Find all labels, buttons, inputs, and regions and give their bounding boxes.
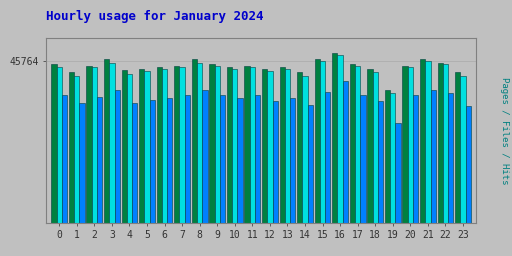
Bar	[74, 76, 79, 223]
Bar	[185, 95, 190, 223]
Bar	[180, 68, 185, 223]
Bar	[144, 71, 150, 223]
Bar	[355, 66, 360, 223]
Bar	[220, 95, 225, 223]
Bar	[378, 101, 383, 223]
Bar	[255, 95, 260, 223]
Bar	[308, 105, 313, 223]
Bar	[465, 106, 471, 223]
Bar	[280, 68, 285, 223]
Bar	[87, 66, 92, 223]
Bar	[238, 98, 243, 223]
Bar	[51, 64, 57, 223]
Bar	[104, 59, 109, 223]
Bar	[109, 62, 115, 223]
Bar	[62, 95, 67, 223]
Bar	[115, 90, 120, 223]
Bar	[443, 64, 448, 223]
Bar	[227, 68, 232, 223]
Bar	[92, 68, 97, 223]
Bar	[360, 95, 366, 223]
Bar	[297, 72, 303, 223]
Bar	[174, 66, 180, 223]
Bar	[385, 90, 390, 223]
Bar	[455, 72, 460, 223]
Bar	[139, 69, 144, 223]
Bar	[209, 64, 215, 223]
Bar	[157, 68, 162, 223]
Bar	[79, 103, 84, 223]
Bar	[162, 69, 167, 223]
Bar	[460, 76, 465, 223]
Bar	[367, 69, 373, 223]
Bar	[431, 90, 436, 223]
Bar	[373, 72, 378, 223]
Bar	[420, 59, 425, 223]
Bar	[337, 55, 343, 223]
Bar	[285, 69, 290, 223]
Bar	[202, 90, 207, 223]
Bar	[57, 68, 62, 223]
Bar	[121, 70, 127, 223]
Bar	[267, 71, 272, 223]
Bar	[350, 64, 355, 223]
Bar	[290, 98, 295, 223]
Text: Pages / Files / Hits: Pages / Files / Hits	[500, 77, 509, 184]
Bar	[167, 98, 173, 223]
Bar	[262, 69, 267, 223]
Bar	[250, 68, 255, 223]
Bar	[232, 69, 238, 223]
Bar	[97, 97, 102, 223]
Bar	[150, 100, 155, 223]
Bar	[413, 95, 418, 223]
Bar	[127, 74, 132, 223]
Bar	[272, 101, 278, 223]
Bar	[408, 68, 413, 223]
Bar	[132, 103, 137, 223]
Bar	[197, 62, 202, 223]
Bar	[438, 62, 443, 223]
Bar	[215, 66, 220, 223]
Bar	[303, 76, 308, 223]
Bar	[69, 72, 74, 223]
Bar	[402, 66, 408, 223]
Bar	[315, 59, 320, 223]
Bar	[390, 93, 395, 223]
Bar	[425, 61, 431, 223]
Bar	[448, 93, 453, 223]
Bar	[395, 123, 401, 223]
Bar	[320, 61, 325, 223]
Bar	[244, 66, 250, 223]
Text: Hourly usage for January 2024: Hourly usage for January 2024	[46, 10, 264, 23]
Bar	[325, 92, 330, 223]
Bar	[192, 59, 197, 223]
Bar	[332, 52, 337, 223]
Bar	[343, 81, 348, 223]
